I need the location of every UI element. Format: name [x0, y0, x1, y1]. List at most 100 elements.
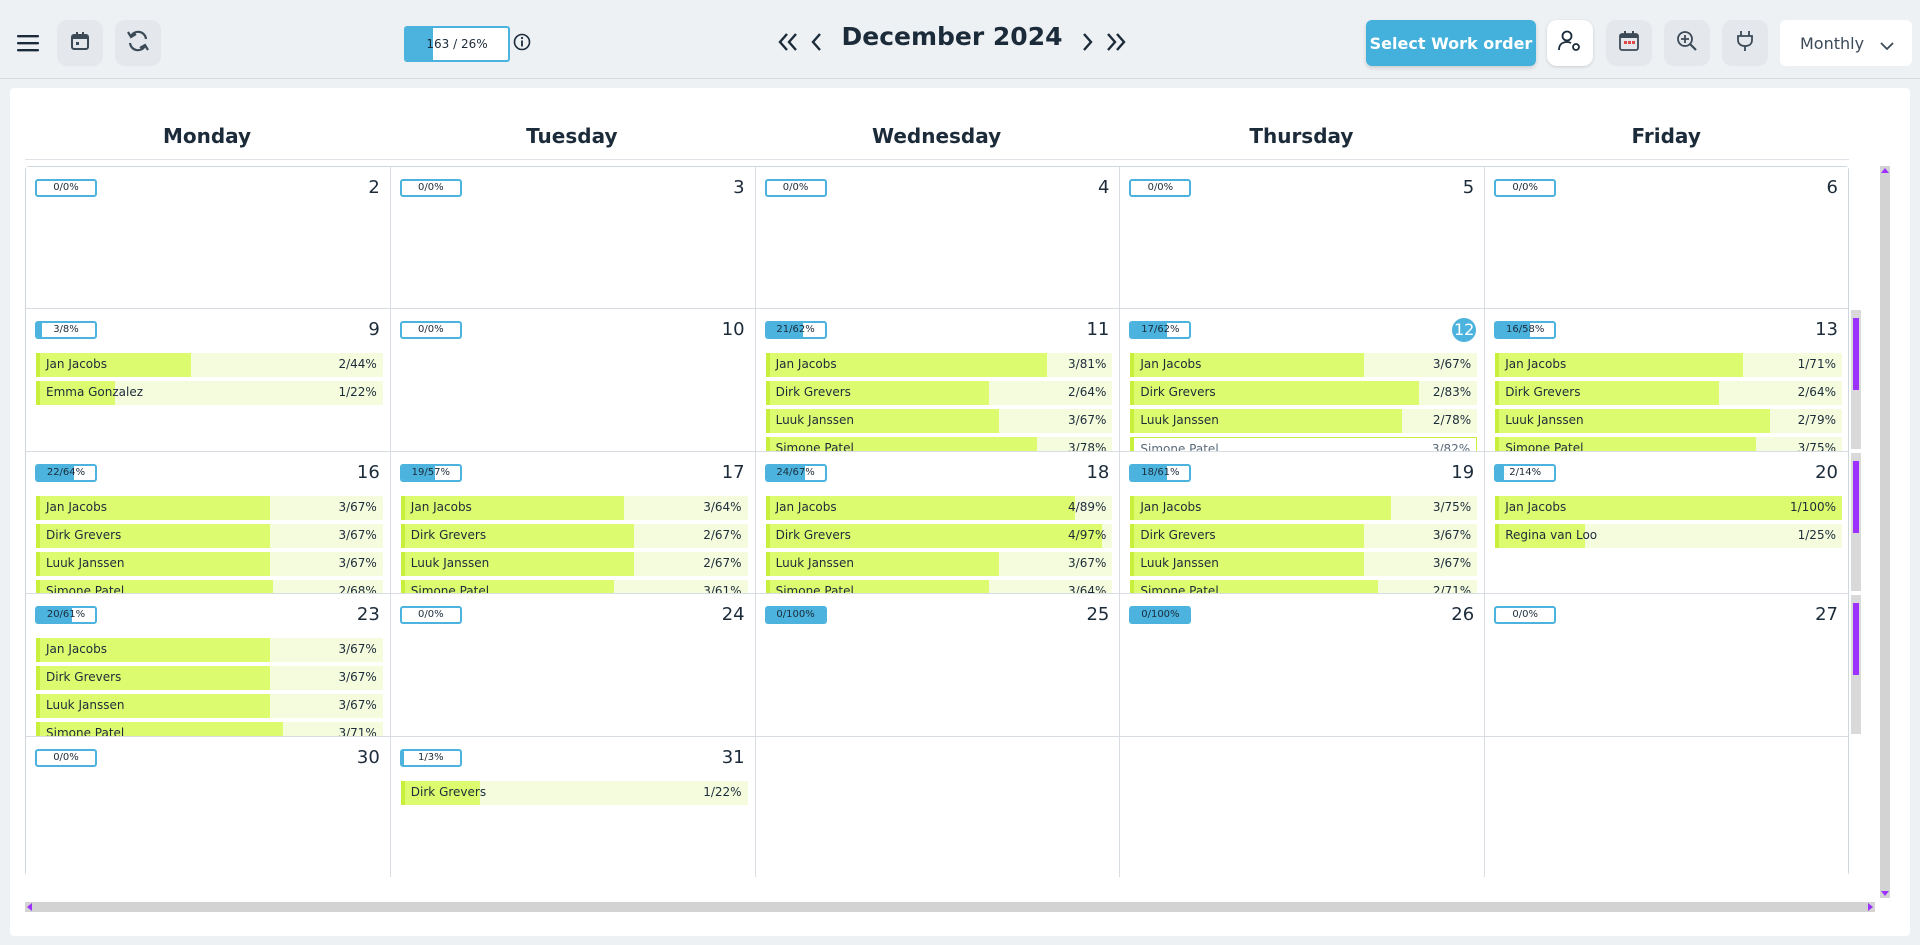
day-cell-18[interactable]: 24/67% 18 Jan Jacobs 4/89% Dirk Grevers 4/97%…: [755, 451, 1121, 595]
employee-allocation-row[interactable]: Emma Gonzalez 1/22%: [36, 381, 383, 406]
employee-name: Luuk Janssen: [1140, 413, 1219, 428]
employee-allocation-row[interactable]: Simone Patel 3/71%: [36, 722, 383, 736]
employee-allocation-row[interactable]: Jan Jacobs 1/71%: [1495, 353, 1842, 378]
day-cell-26[interactable]: 0/100% 26: [1120, 594, 1486, 737]
employee-allocation-row[interactable]: Luuk Janssen 3/67%: [765, 551, 1113, 576]
employee-allocation-row[interactable]: Luuk Janssen 2/78%: [1130, 409, 1478, 434]
day-capacity-label: 0/0%: [782, 182, 809, 193]
employee-allocation-row[interactable]: Jan Jacobs 3/81%: [765, 353, 1113, 378]
day-cell-31[interactable]: 1/3% 31 Dirk Grevers 1/22%: [390, 736, 756, 877]
employee-allocation-row[interactable]: Jan Jacobs 3/64%: [400, 495, 748, 520]
employee-allocation-row[interactable]: Luuk Janssen 3/67%: [1130, 551, 1478, 576]
employee-allocation-row[interactable]: Jan Jacobs 2/44%: [36, 353, 383, 378]
employee-allocation-row[interactable]: Dirk Grevers 1/22%: [400, 780, 748, 805]
employee-allocation-row[interactable]: Dirk Grevers 3/67%: [1130, 523, 1478, 548]
calendar-grid-button[interactable]: [1606, 20, 1652, 66]
employee-allocation-row[interactable]: Jan Jacobs 3/67%: [36, 638, 383, 663]
info-icon[interactable]: [513, 33, 531, 51]
employee-allocation-row[interactable]: Simone Patel 3/82%: [1130, 437, 1478, 451]
day-cell-9[interactable]: 3/8% 9 Jan Jacobs 2/44% Emma Gonzalez 1/22%: [26, 309, 391, 452]
employee-allocation-row[interactable]: Dirk Grevers 2/64%: [1495, 381, 1842, 406]
day-cell-24[interactable]: 0/0% 24: [390, 594, 756, 737]
day-cell-30[interactable]: 0/0% 30: [26, 736, 391, 877]
zoom-button[interactable]: [1664, 20, 1710, 66]
day-cell-27[interactable]: 0/0% 27: [1485, 594, 1848, 737]
horizontal-scrollbar[interactable]: [25, 902, 1875, 912]
row-scrollbar-thumb[interactable]: [1853, 318, 1859, 391]
day-cell-6[interactable]: 0/0% 6: [1485, 167, 1848, 310]
refresh-icon: [125, 28, 151, 58]
chevron-right-icon[interactable]: [1074, 28, 1102, 56]
employee-allocation-row[interactable]: Dirk Grevers 2/67%: [400, 523, 748, 548]
day-cell-13[interactable]: 16/58% 13 Jan Jacobs 1/71% Dirk Grevers 2/64%…: [1485, 309, 1848, 452]
row-scrollbar[interactable]: [1851, 595, 1861, 734]
view-mode-select[interactable]: Monthly: [1780, 20, 1912, 66]
employee-allocation-row[interactable]: Dirk Grevers 2/83%: [1130, 381, 1478, 406]
employee-allocation-row[interactable]: Luuk Janssen 3/67%: [36, 694, 383, 719]
employee-allocation-row[interactable]: Jan Jacobs 4/89%: [765, 495, 1113, 520]
day-number: 26: [1451, 604, 1475, 626]
employee-allocation-row[interactable]: Dirk Grevers 4/97%: [765, 523, 1113, 548]
employee-allocation-row[interactable]: Simone Patel 3/61%: [400, 579, 748, 594]
employee-allocation-value: 3/71%: [338, 726, 377, 737]
employee-allocation-row[interactable]: Simone Patel 2/68%: [36, 579, 383, 594]
today-day-number: 12: [1452, 318, 1477, 343]
employee-allocation-value: 1/100%: [1790, 499, 1836, 514]
day-cell-20[interactable]: 2/14% 20 Jan Jacobs 1/100% Regina van Loo 1/2…: [1485, 451, 1848, 595]
row-scrollbar[interactable]: [1851, 452, 1861, 592]
day-capacity-fill: [1131, 465, 1167, 480]
day-capacity-fill: [766, 323, 803, 338]
day-capacity-label: 0/100%: [776, 609, 815, 621]
double-chevron-left-icon[interactable]: [774, 28, 802, 56]
double-chevron-right-icon[interactable]: [1102, 28, 1130, 56]
employee-allocation-row[interactable]: Luuk Janssen 2/79%: [1495, 409, 1842, 434]
employee-allocation-row[interactable]: Dirk Grevers 3/67%: [36, 523, 383, 548]
employee-allocation-row[interactable]: Simone Patel 2/71%: [1130, 579, 1478, 594]
day-cell-23[interactable]: 20/61% 23 Jan Jacobs 3/67% Dirk Grevers 3/67%…: [26, 594, 391, 737]
hamburger-icon[interactable]: [12, 25, 44, 61]
employee-allocation-row[interactable]: Simone Patel 3/78%: [765, 437, 1113, 451]
employee-allocation-row[interactable]: Regina van Loo 1/25%: [1495, 523, 1842, 548]
day-cell-4[interactable]: 0/0% 4: [755, 167, 1121, 310]
day-capacity-fill: [401, 465, 435, 480]
employee-allocation-row[interactable]: Jan Jacobs 3/75%: [1130, 495, 1478, 520]
employee-allocation-row[interactable]: Jan Jacobs 1/100%: [1495, 495, 1842, 520]
vertical-scrollbar[interactable]: [1880, 166, 1890, 898]
day-capacity-label: 1/3%: [417, 751, 444, 763]
row-scrollbar-thumb[interactable]: [1853, 460, 1859, 533]
chevron-down-icon: [1880, 36, 1894, 55]
day-cell-2[interactable]: 0/0% 2: [26, 167, 391, 310]
day-cell-17[interactable]: 19/57% 17 Jan Jacobs 3/64% Dirk Grevers 2/67%…: [390, 451, 756, 595]
day-cell-11[interactable]: 21/62% 11 Jan Jacobs 3/81% Dirk Grevers 2/64%…: [755, 309, 1121, 452]
day-capacity-badge: 17/62%: [1129, 321, 1192, 340]
calendar-button[interactable]: [57, 20, 103, 66]
day-cell-10[interactable]: 0/0% 10: [390, 309, 756, 452]
employee-allocation-row[interactable]: Simone Patel 3/75%: [1495, 437, 1842, 451]
day-cell-19[interactable]: 18/61% 19 Jan Jacobs 3/75% Dirk Grevers 3/67%…: [1120, 451, 1486, 595]
employee-allocation-row[interactable]: Dirk Grevers 3/67%: [36, 666, 383, 691]
employee-allocation-row[interactable]: Simone Patel 3/64%: [765, 579, 1113, 594]
employee-allocation-row[interactable]: Jan Jacobs 3/67%: [36, 495, 383, 520]
employee-allocation-value: 3/67%: [338, 555, 377, 570]
employee-allocation-row[interactable]: Luuk Janssen 3/67%: [36, 551, 383, 576]
employee-allocation-row[interactable]: Dirk Grevers 2/64%: [765, 381, 1113, 406]
row-scrollbar[interactable]: [1851, 310, 1861, 449]
allocation-bar-fill: [1134, 523, 1365, 548]
refresh-button[interactable]: [115, 20, 161, 66]
day-cell-12[interactable]: 17/62% 12 Jan Jacobs 3/67% Dirk Grevers 2/83%…: [1120, 309, 1486, 452]
employee-allocation-row[interactable]: Jan Jacobs 3/67%: [1130, 353, 1478, 378]
employee-allocation-row[interactable]: Luuk Janssen 2/67%: [400, 551, 748, 576]
select-work-order-button[interactable]: Select Work order: [1366, 20, 1536, 66]
allocation-bar-fill: [40, 495, 270, 520]
day-number: 18: [1086, 461, 1110, 483]
row-scrollbar-thumb[interactable]: [1853, 603, 1859, 676]
day-cell-3[interactable]: 0/0% 3: [390, 167, 756, 310]
allocation-bar-fill: [1134, 409, 1402, 434]
employee-allocation-row[interactable]: Luuk Janssen 3/67%: [765, 409, 1113, 434]
day-cell-5[interactable]: 0/0% 5: [1120, 167, 1486, 310]
plug-button[interactable]: [1722, 20, 1768, 66]
day-cell-16[interactable]: 22/64% 16 Jan Jacobs 3/67% Dirk Grevers 3/67%…: [26, 451, 391, 595]
day-cell-25[interactable]: 0/100% 25: [755, 594, 1121, 737]
chevron-left-icon[interactable]: [802, 28, 830, 56]
user-settings-button[interactable]: [1547, 20, 1593, 66]
